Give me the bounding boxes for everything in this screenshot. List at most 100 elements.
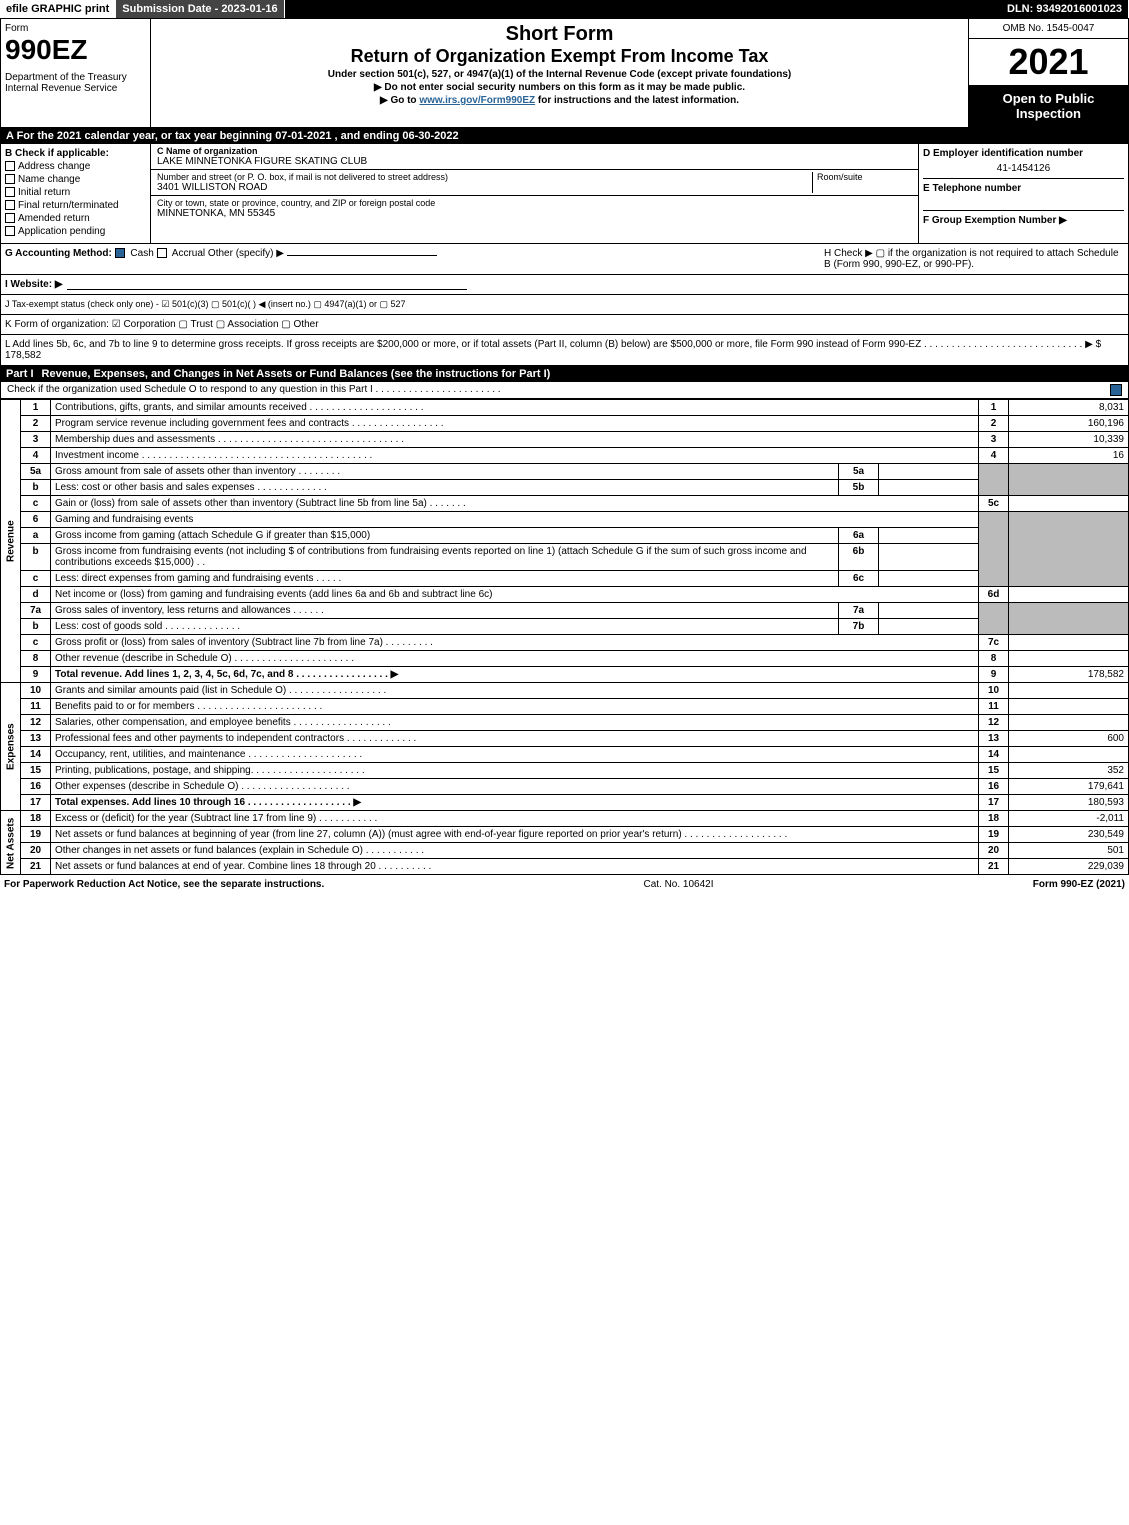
table-row: 5aGross amount from sale of assets other…	[1, 464, 1129, 480]
room-label: Room/suite	[817, 172, 912, 182]
part-i-title: Revenue, Expenses, and Changes in Net As…	[42, 368, 551, 380]
short-form-title: Short Form	[155, 23, 964, 46]
org-name-cell: C Name of organization LAKE MINNETONKA F…	[151, 144, 918, 170]
checkbox-icon	[5, 161, 15, 171]
table-row: Net Assets 18Excess or (deficit) for the…	[1, 811, 1129, 827]
goto-post: for instructions and the latest informat…	[535, 95, 739, 106]
table-row: cGross profit or (loss) from sales of in…	[1, 635, 1129, 651]
open-inspection: Open to Public Inspection	[969, 85, 1128, 127]
g-label: G Accounting Method:	[5, 248, 112, 259]
c-name-label: C Name of organization	[157, 146, 912, 156]
table-row: 9Total revenue. Add lines 1, 2, 3, 4, 5c…	[1, 667, 1129, 683]
table-row: 20Other changes in net assets or fund ba…	[1, 843, 1129, 859]
header-mid: Short Form Return of Organization Exempt…	[151, 19, 968, 127]
row-h: H Check ▶ ▢ if the organization is not r…	[824, 248, 1124, 270]
table-row: bGross income from fundraising events (n…	[1, 544, 1129, 571]
check-final[interactable]: Final return/terminated	[5, 200, 146, 211]
tax-year: 2021	[969, 39, 1128, 85]
check-address[interactable]: Address change	[5, 161, 146, 172]
e-phone-label: E Telephone number	[923, 178, 1124, 194]
efile-label[interactable]: efile GRAPHIC print	[0, 0, 116, 18]
subtitle-section: Under section 501(c), 527, or 4947(a)(1)…	[155, 69, 964, 80]
part-i-header: Part I Revenue, Expenses, and Changes in…	[0, 366, 1129, 382]
table-row: 15Printing, publications, postage, and s…	[1, 763, 1129, 779]
d-ein-label: D Employer identification number	[923, 148, 1124, 159]
row-g: G Accounting Method: Cash Accrual Other …	[5, 248, 824, 270]
table-row: cLess: direct expenses from gaming and f…	[1, 571, 1129, 587]
table-row: 8Other revenue (describe in Schedule O) …	[1, 651, 1129, 667]
entity-block: B Check if applicable: Address change Na…	[0, 144, 1129, 244]
schedule-o-checkbox-icon[interactable]	[1110, 384, 1122, 396]
section-b: B Check if applicable: Address change Na…	[1, 144, 151, 243]
checkbox-icon	[5, 226, 15, 236]
part-i-table: Revenue 1Contributions, gifts, grants, a…	[0, 399, 1129, 875]
netassets-vlabel: Net Assets	[1, 811, 21, 875]
table-row: 17Total expenses. Add lines 10 through 1…	[1, 795, 1129, 811]
checkbox-icon	[5, 213, 15, 223]
table-row: 21Net assets or fund balances at end of …	[1, 859, 1129, 875]
subtitle-ssn: ▶ Do not enter social security numbers o…	[155, 82, 964, 93]
table-row: 6Gaming and fundraising events	[1, 512, 1129, 528]
i-website-label: I Website: ▶	[5, 279, 63, 290]
table-row: bLess: cost or other basis and sales exp…	[1, 480, 1129, 496]
checkbox-icon	[5, 187, 15, 197]
table-row: bLess: cost of goods sold . . . . . . . …	[1, 619, 1129, 635]
check-pending[interactable]: Application pending	[5, 226, 146, 237]
table-row: aGross income from gaming (attach Schedu…	[1, 528, 1129, 544]
form-number: 990EZ	[5, 34, 146, 66]
cash-label: Cash	[130, 248, 153, 259]
check-name[interactable]: Name change	[5, 174, 146, 185]
table-row: Revenue 1Contributions, gifts, grants, a…	[1, 400, 1129, 416]
table-row: 19Net assets or fund balances at beginni…	[1, 827, 1129, 843]
check-amended[interactable]: Amended return	[5, 213, 146, 224]
header-left: Form 990EZ Department of the Treasury In…	[1, 19, 151, 127]
header-right: OMB No. 1545-0047 2021 Open to Public In…	[968, 19, 1128, 127]
submission-date: Submission Date - 2023-01-16	[116, 0, 284, 18]
table-row: Expenses 10Grants and similar amounts pa…	[1, 683, 1129, 699]
irs-link[interactable]: www.irs.gov/Form990EZ	[419, 95, 535, 106]
row-k: K Form of organization: ☑ Corporation ▢ …	[0, 315, 1129, 335]
form-word: Form	[5, 23, 146, 34]
paperwork-notice: For Paperwork Reduction Act Notice, see …	[4, 879, 324, 890]
part-i-check-text: Check if the organization used Schedule …	[7, 384, 1110, 396]
part-i-label: Part I	[6, 368, 34, 380]
row-g-h: G Accounting Method: Cash Accrual Other …	[0, 244, 1129, 275]
accrual-label: Accrual	[172, 248, 205, 259]
return-title: Return of Organization Exempt From Incom…	[155, 46, 964, 67]
table-row: 14Occupancy, rent, utilities, and mainte…	[1, 747, 1129, 763]
check-initial[interactable]: Initial return	[5, 187, 146, 198]
table-row: cGain or (loss) from sale of assets othe…	[1, 496, 1129, 512]
dln-label: DLN: 93492016001023	[1001, 0, 1129, 18]
row-l: L Add lines 5b, 6c, and 7b to line 9 to …	[0, 335, 1129, 366]
cat-number: Cat. No. 10642I	[324, 879, 1032, 890]
subtitle-goto: ▶ Go to www.irs.gov/Form990EZ for instru…	[155, 95, 964, 106]
table-row: 3Membership dues and assessments . . . .…	[1, 432, 1129, 448]
row-j: J Tax-exempt status (check only one) - ☑…	[0, 295, 1129, 315]
street-value: 3401 WILLISTON ROAD	[157, 182, 812, 193]
form-footer-label: Form 990-EZ (2021)	[1033, 879, 1125, 890]
table-row: dNet income or (loss) from gaming and fu…	[1, 587, 1129, 603]
expenses-vlabel: Expenses	[1, 683, 21, 811]
city-label: City or town, state or province, country…	[157, 198, 912, 208]
table-row: 2Program service revenue including gover…	[1, 416, 1129, 432]
table-row: 11Benefits paid to or for members . . . …	[1, 699, 1129, 715]
accrual-checkbox-icon[interactable]	[157, 248, 167, 258]
goto-pre: ▶ Go to	[380, 95, 419, 106]
table-row: 13Professional fees and other payments t…	[1, 731, 1129, 747]
street-cell: Number and street (or P. O. box, if mail…	[151, 170, 918, 196]
section-c: C Name of organization LAKE MINNETONKA F…	[151, 144, 918, 243]
row-i: I Website: ▶	[0, 275, 1129, 295]
city-value: MINNETONKA, MN 55345	[157, 208, 912, 219]
table-row: 7aGross sales of inventory, less returns…	[1, 603, 1129, 619]
checkbox-icon	[5, 200, 15, 210]
table-row: 12Salaries, other compensation, and empl…	[1, 715, 1129, 731]
other-label: Other (specify) ▶	[208, 248, 284, 259]
cash-checkbox-icon[interactable]	[115, 248, 125, 258]
b-label: B Check if applicable:	[5, 148, 109, 159]
f-group-label: F Group Exemption Number ▶	[923, 210, 1124, 226]
revenue-vlabel: Revenue	[1, 400, 21, 683]
top-bar: efile GRAPHIC print Submission Date - 20…	[0, 0, 1129, 18]
section-def: D Employer identification number 41-1454…	[918, 144, 1128, 243]
street-label: Number and street (or P. O. box, if mail…	[157, 172, 812, 182]
omb-number: OMB No. 1545-0047	[969, 19, 1128, 39]
